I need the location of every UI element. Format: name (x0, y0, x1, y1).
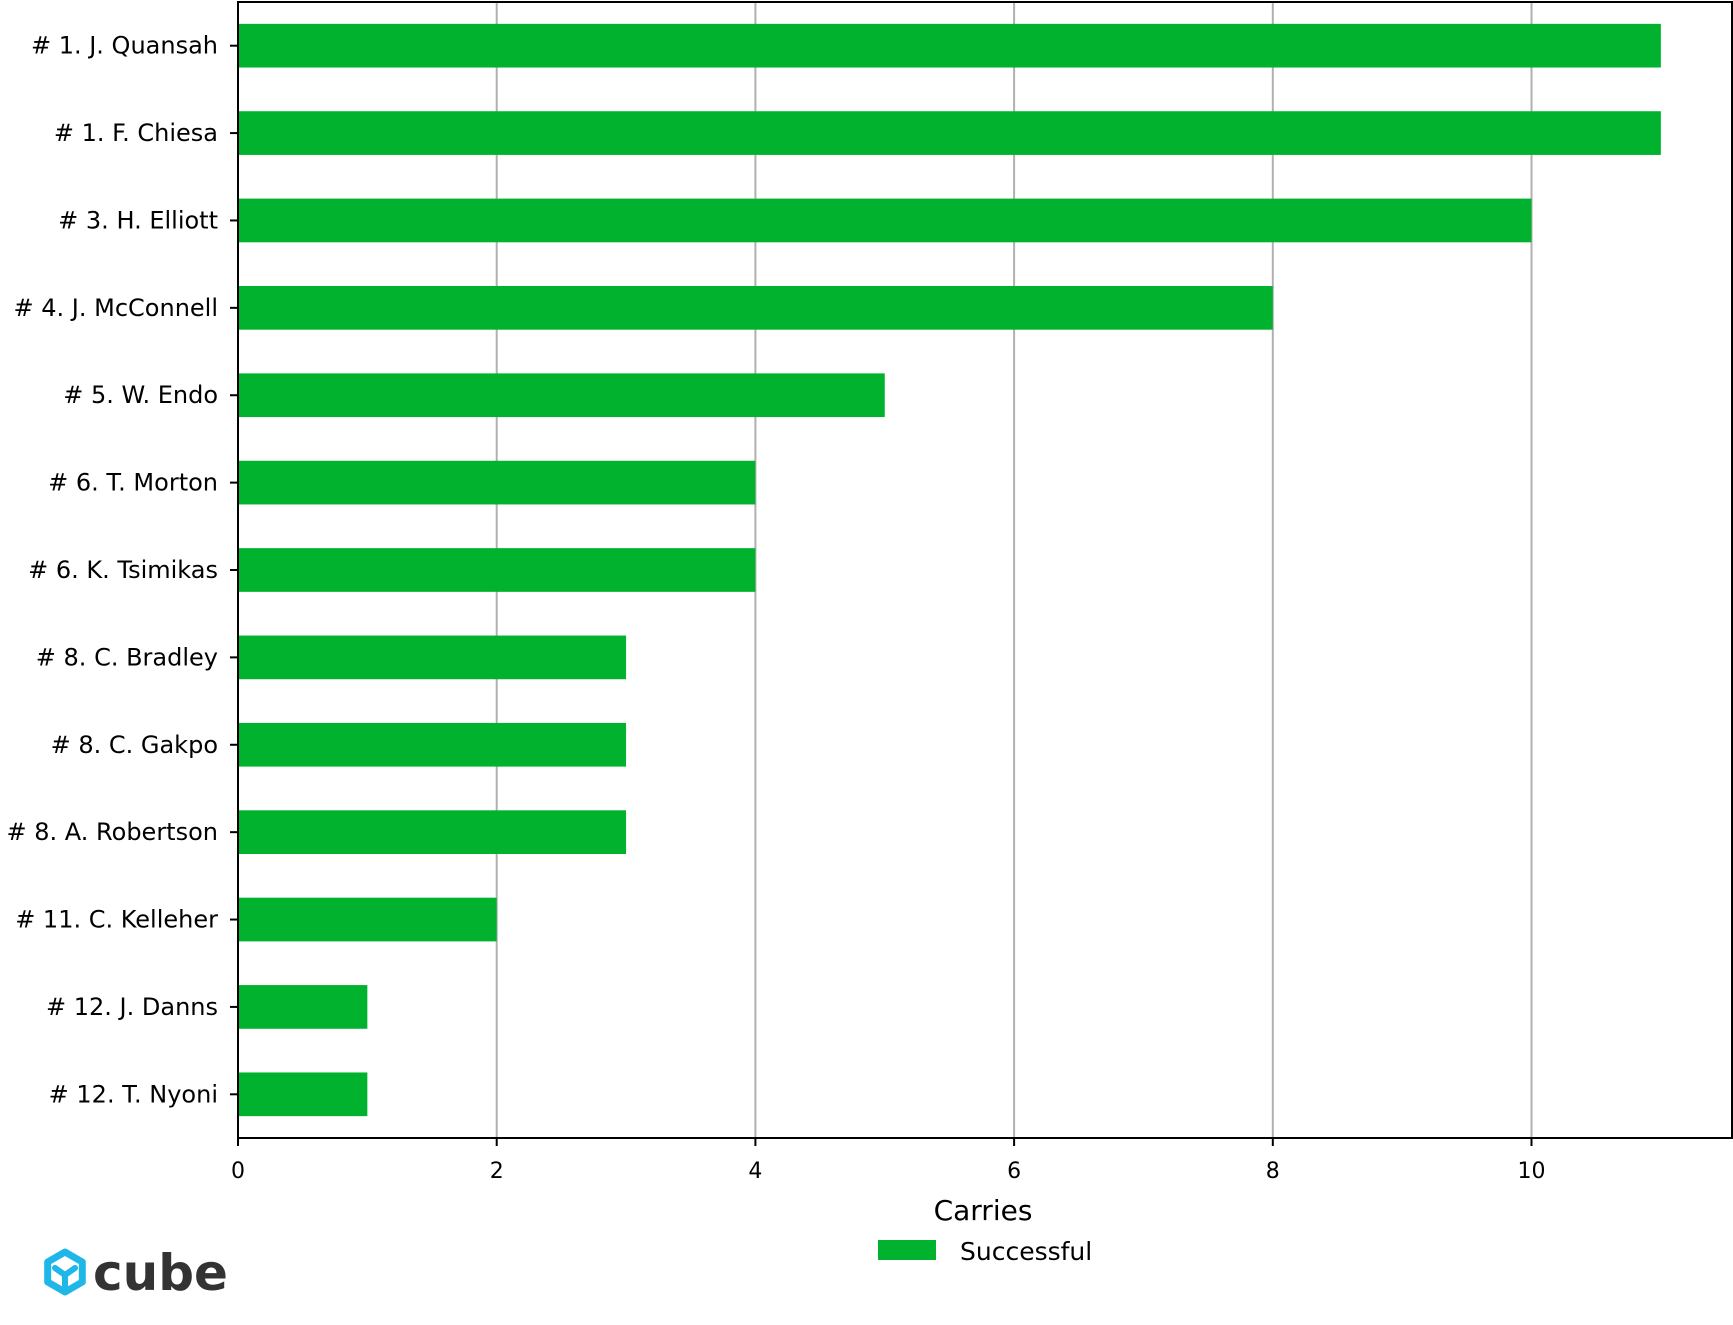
bar (238, 722, 627, 767)
bar (238, 23, 1661, 68)
y-tick-label: # 12. J. Danns (46, 993, 218, 1021)
x-tick-label: 6 (1007, 1159, 1021, 1184)
cube-logo-icon (44, 1248, 86, 1296)
x-tick-label: 2 (490, 1159, 504, 1184)
y-tick-label: # 1. F. Chiesa (54, 119, 218, 147)
legend-label: Successful (960, 1237, 1092, 1266)
x-tick-label: 4 (748, 1159, 762, 1184)
bar (238, 635, 627, 680)
grid-lines (495, 2, 1533, 1138)
x-axis-title: Carries (934, 1194, 1033, 1227)
x-tick-label: 0 (231, 1159, 245, 1184)
legend-swatch (878, 1240, 936, 1260)
cube-outline (44, 1248, 86, 1296)
y-tick-label: # 8. C. Gakpo (51, 731, 218, 759)
y-tick-label: # 12. T. Nyoni (49, 1080, 218, 1108)
y-axis: # 1. J. Quansah # 1. F. Chiesa # 3. H. Ell… (7, 32, 238, 1108)
bar (238, 286, 1273, 330)
legend: Successful (878, 1237, 1092, 1266)
bar (238, 1072, 368, 1117)
bars (238, 23, 1661, 1117)
y-tick-label: # 8. A. Robertson (7, 818, 218, 846)
y-tick-label: # 11. C. Kelleher (15, 906, 218, 934)
bar (238, 460, 756, 505)
y-tick-label: # 5. W. Endo (63, 381, 218, 409)
x-tick-label: 10 (1518, 1159, 1546, 1184)
bar (238, 897, 497, 942)
bar (238, 548, 756, 592)
y-tick-label: # 4. J. McConnell (14, 294, 218, 322)
y-tick-label: # 3. H. Elliott (58, 206, 218, 234)
bar (238, 111, 1661, 155)
cube-inner-lines (52, 1265, 78, 1289)
x-axis: 0 2 4 6 8 10 (231, 1138, 1546, 1184)
bar (238, 985, 368, 1029)
bar (238, 810, 627, 854)
x-tick-label: 8 (1266, 1159, 1280, 1184)
y-tick-label: # 1. J. Quansah (31, 32, 218, 60)
bar (238, 373, 885, 418)
cube-logo: cube (44, 1244, 228, 1302)
y-tick-label: # 6. K. Tsimikas (28, 556, 218, 584)
logo-text: cube (93, 1244, 228, 1302)
bar (238, 198, 1532, 243)
y-tick-label: # 6. T. Morton (48, 469, 218, 497)
y-tick-label: # 8. C. Bradley (36, 643, 218, 671)
